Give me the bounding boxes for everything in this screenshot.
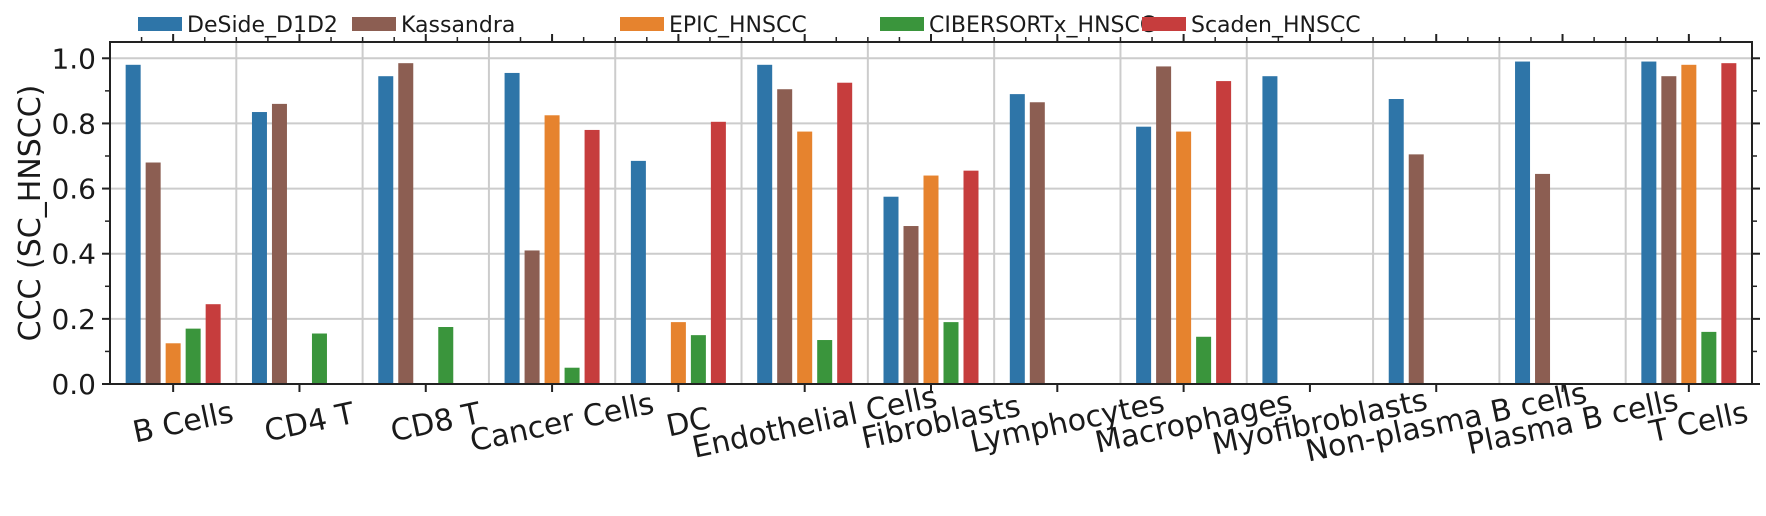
legend-swatch: [1142, 17, 1186, 31]
bar-cibersortx-hnscc-6: [943, 322, 959, 384]
bar-deside-d1d2-11: [1515, 61, 1531, 385]
y-tick-label: 0.0: [51, 368, 96, 401]
bar-kassandra-2: [398, 63, 414, 385]
legend-swatch: [352, 17, 396, 31]
bar-scaden-hnscc-6: [963, 170, 979, 384]
x-category-label: Cancer Cells: [467, 386, 657, 459]
bar-cibersortx-hnscc-4: [690, 335, 706, 384]
bar-scaden-hnscc-12: [1721, 63, 1737, 385]
legend-swatch: [880, 17, 924, 31]
y-tick-label: 0.6: [51, 173, 96, 206]
bar-epic-hnscc-6: [923, 175, 939, 384]
bar-scaden-hnscc-0: [205, 304, 221, 384]
y-tick-label: 0.2: [51, 303, 96, 336]
bar-epic-hnscc-8: [1176, 131, 1192, 384]
bar-deside-d1d2-0: [125, 64, 141, 385]
bar-deside-d1d2-4: [630, 160, 646, 384]
bar-deside-d1d2-8: [1136, 126, 1152, 384]
bar-scaden-hnscc-5: [837, 82, 853, 384]
legend-label: Kassandra: [401, 13, 515, 38]
bar-cibersortx-hnscc-0: [185, 328, 201, 384]
bar-deside-d1d2-1: [251, 112, 267, 385]
legend-label: Scaden_HNSCC: [1191, 13, 1361, 38]
legend-swatch: [620, 17, 664, 31]
bar-epic-hnscc-3: [544, 115, 560, 385]
x-category-label: B Cells: [130, 395, 237, 450]
bar-cibersortx-hnscc-3: [564, 367, 580, 384]
y-tick-label: 0.4: [51, 238, 96, 271]
bar-kassandra-5: [777, 89, 793, 384]
bar-deside-d1d2-10: [1388, 99, 1404, 384]
x-category-label: CD4 T: [261, 396, 358, 449]
plot-frame: [109, 41, 1753, 385]
bar-scaden-hnscc-8: [1216, 81, 1232, 384]
bar-deside-d1d2-7: [1009, 94, 1025, 384]
bar-kassandra-3: [524, 250, 540, 384]
bar-deside-d1d2-2: [378, 76, 394, 384]
bar-deside-d1d2-6: [883, 196, 899, 384]
legend-swatch: [138, 17, 182, 31]
bar-epic-hnscc-5: [797, 131, 813, 384]
bar-epic-hnscc-4: [670, 322, 686, 384]
y-tick-label: 1.0: [51, 42, 96, 75]
bar-kassandra-11: [1535, 173, 1551, 384]
bar-deside-d1d2-9: [1262, 76, 1278, 384]
bar-kassandra-10: [1408, 154, 1424, 384]
y-tick-label: 0.8: [51, 107, 96, 140]
bar-cibersortx-hnscc-12: [1701, 331, 1717, 384]
bar-kassandra-1: [271, 103, 287, 384]
legend-label: DeSide_D1D2: [187, 13, 338, 38]
bar-deside-d1d2-5: [757, 64, 773, 385]
bar-deside-d1d2-12: [1641, 61, 1657, 385]
bar-cibersortx-hnscc-2: [438, 327, 454, 384]
bar-cibersortx-hnscc-1: [311, 333, 327, 384]
legend: DeSide_D1D2 Kassandra EPIC_HNSCC CIBERSORTx…: [138, 13, 1361, 38]
bar-kassandra-12: [1661, 76, 1677, 384]
bar-kassandra-7: [1029, 102, 1045, 384]
bars: [125, 61, 1737, 385]
legend-label: EPIC_HNSCC: [669, 13, 807, 38]
legend-label: CIBERSORTx_HNSCC: [929, 13, 1155, 38]
y-axis-title: CCC (SC_HNSCC): [13, 85, 48, 342]
bar-deside-d1d2-3: [504, 72, 520, 384]
bar-scaden-hnscc-4: [710, 121, 726, 385]
bar-kassandra-0: [145, 162, 161, 384]
bar-kassandra-8: [1156, 66, 1172, 384]
bar-kassandra-6: [903, 226, 919, 384]
bar-cibersortx-hnscc-8: [1196, 336, 1212, 384]
bar-epic-hnscc-12: [1681, 64, 1697, 385]
bar-cibersortx-hnscc-5: [817, 340, 833, 384]
bar-epic-hnscc-0: [165, 343, 181, 384]
bar-scaden-hnscc-3: [584, 129, 600, 384]
